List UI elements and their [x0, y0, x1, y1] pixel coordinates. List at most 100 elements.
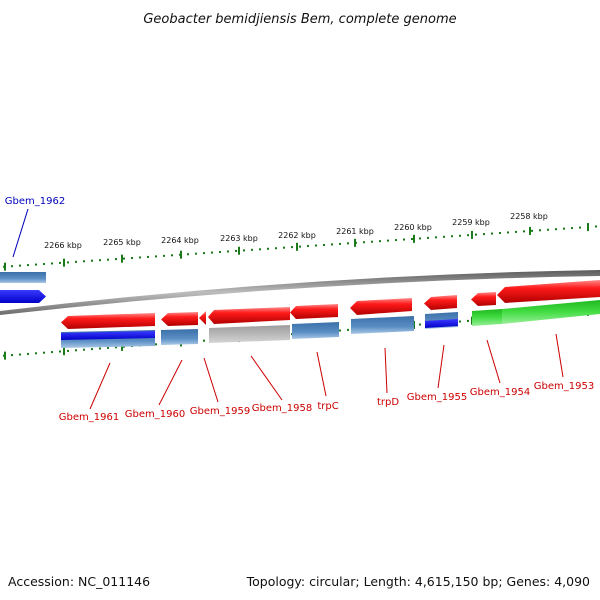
label-gbem-1954[interactable]: Gbem_1954 [470, 387, 530, 398]
scale-dot [163, 254, 165, 257]
scale-dot [475, 233, 477, 236]
leader-gbem-1962 [12, 208, 29, 258]
label-trpd[interactable]: trpD [377, 397, 399, 408]
scale-dot [227, 250, 229, 253]
scale-dot [211, 251, 213, 254]
scale-dot [499, 232, 501, 234]
scale-dot [291, 246, 293, 249]
label-trpc[interactable]: trpC [317, 401, 338, 412]
label-gbem-1958[interactable]: Gbem_1958 [252, 403, 312, 414]
scale-dot [427, 236, 429, 239]
scale-dot [411, 237, 413, 240]
scale-dot [419, 237, 421, 240]
cds-track [61, 300, 600, 348]
scale-dot [539, 229, 541, 232]
leader-gbem-1958 [250, 355, 283, 401]
scale-dot [195, 252, 197, 255]
scale-dot [43, 263, 45, 266]
gene-labels: Gbem_1962 Gbem_1961 Gbem_1960 Gbem_1959 … [5, 196, 594, 423]
scale-label: 2264 kbp [161, 236, 199, 245]
scale-dot [451, 235, 453, 238]
scale-dot [331, 243, 333, 246]
cds-gbem-1954-green[interactable] [472, 309, 502, 326]
scale-dot [67, 349, 69, 352]
scale-label: 2263 kbp [220, 234, 258, 243]
scale-ruler-upper [3, 223, 597, 271]
leader-gbem-1953 [555, 333, 564, 378]
leader-gbem-1960 [158, 359, 183, 406]
leader-trpc [316, 351, 327, 397]
gene-gbem-1954[interactable] [471, 292, 496, 306]
scale-dot [35, 352, 37, 355]
gene-trpc[interactable] [290, 304, 338, 319]
scale-dot [11, 265, 13, 268]
scale-dot [363, 241, 365, 244]
scale-dot [203, 339, 205, 342]
cds-trpd[interactable] [351, 316, 414, 334]
scale-dot [307, 245, 309, 248]
scale-dot [75, 260, 77, 263]
scale-dot [203, 252, 205, 255]
scale-dot [259, 248, 261, 251]
scale-dot [51, 262, 53, 265]
scale-dot [19, 264, 21, 267]
label-gbem-1960[interactable]: Gbem_1960 [125, 409, 185, 420]
gene-gbem-1955[interactable] [424, 295, 457, 310]
cds-gbem-1958[interactable] [292, 322, 339, 339]
scale-dot [171, 254, 173, 257]
gene-gbem-1958[interactable] [208, 307, 290, 324]
gene-trpd[interactable] [350, 298, 412, 315]
scale-dot [299, 245, 301, 248]
scale-dot [51, 351, 53, 354]
scale-dot [563, 227, 565, 230]
label-gbem-1955[interactable]: Gbem_1955 [407, 392, 467, 403]
scale-dot [323, 243, 325, 246]
cds-gbem-1953-green[interactable] [502, 300, 600, 324]
scale-dot [99, 259, 101, 262]
label-gbem-1961[interactable]: Gbem_1961 [59, 412, 119, 423]
scale-dot [459, 320, 461, 323]
leader-gbem-1961 [89, 362, 111, 410]
gene-gbem-1959[interactable] [199, 311, 206, 325]
gene-gbem-1962[interactable] [0, 290, 46, 303]
scale-dot [83, 348, 85, 351]
label-gbem-1953[interactable]: Gbem_1953 [534, 381, 594, 392]
scale-dot [35, 263, 37, 266]
scale-dot [387, 239, 389, 242]
gene-gbem-1960[interactable] [161, 312, 198, 326]
scale-dot [83, 260, 85, 263]
scale-label: 2258 kbp [510, 212, 548, 221]
scale-dot [395, 239, 397, 242]
scale-dot [187, 253, 189, 256]
genome-title: Geobacter bemidjiensis Bem, complete gen… [143, 12, 456, 27]
scale-dot [515, 230, 517, 233]
leader-gbem-1955 [437, 344, 445, 389]
scale-dot [243, 249, 245, 252]
scale-label: 2260 kbp [394, 223, 432, 232]
label-gbem-1962[interactable]: Gbem_1962 [5, 196, 65, 207]
scale-dot [43, 351, 45, 354]
gene-gbem-1953[interactable] [497, 280, 600, 303]
scale-dot [155, 255, 157, 258]
pseudo-gbem-1959[interactable] [209, 325, 290, 343]
scale-dot [11, 354, 13, 357]
scale-dot [123, 345, 125, 348]
scale-dot [155, 343, 157, 346]
scale-dot [435, 236, 437, 239]
scale-dot [547, 228, 549, 231]
gene-gbem-1961[interactable] [61, 313, 155, 329]
genome-summary-text: Topology: circular; Length: 4,615,150 bp… [246, 574, 590, 589]
leader-gbem-1959 [203, 357, 219, 403]
scale-dot [523, 230, 525, 233]
gene-gbem-1962-cds[interactable] [0, 272, 46, 283]
scale-dot [347, 242, 349, 245]
cds-gbem-1960[interactable] [161, 329, 198, 345]
cds-gbem-1955-highlight[interactable] [425, 319, 458, 328]
cds-gbem-1961-highlight[interactable] [61, 331, 155, 340]
scale-dot [315, 244, 317, 247]
forward-strand [0, 272, 600, 329]
scale-dot [347, 328, 349, 331]
leader-lines [12, 208, 564, 410]
scale-dot [403, 238, 405, 241]
label-gbem-1959[interactable]: Gbem_1959 [190, 406, 250, 417]
